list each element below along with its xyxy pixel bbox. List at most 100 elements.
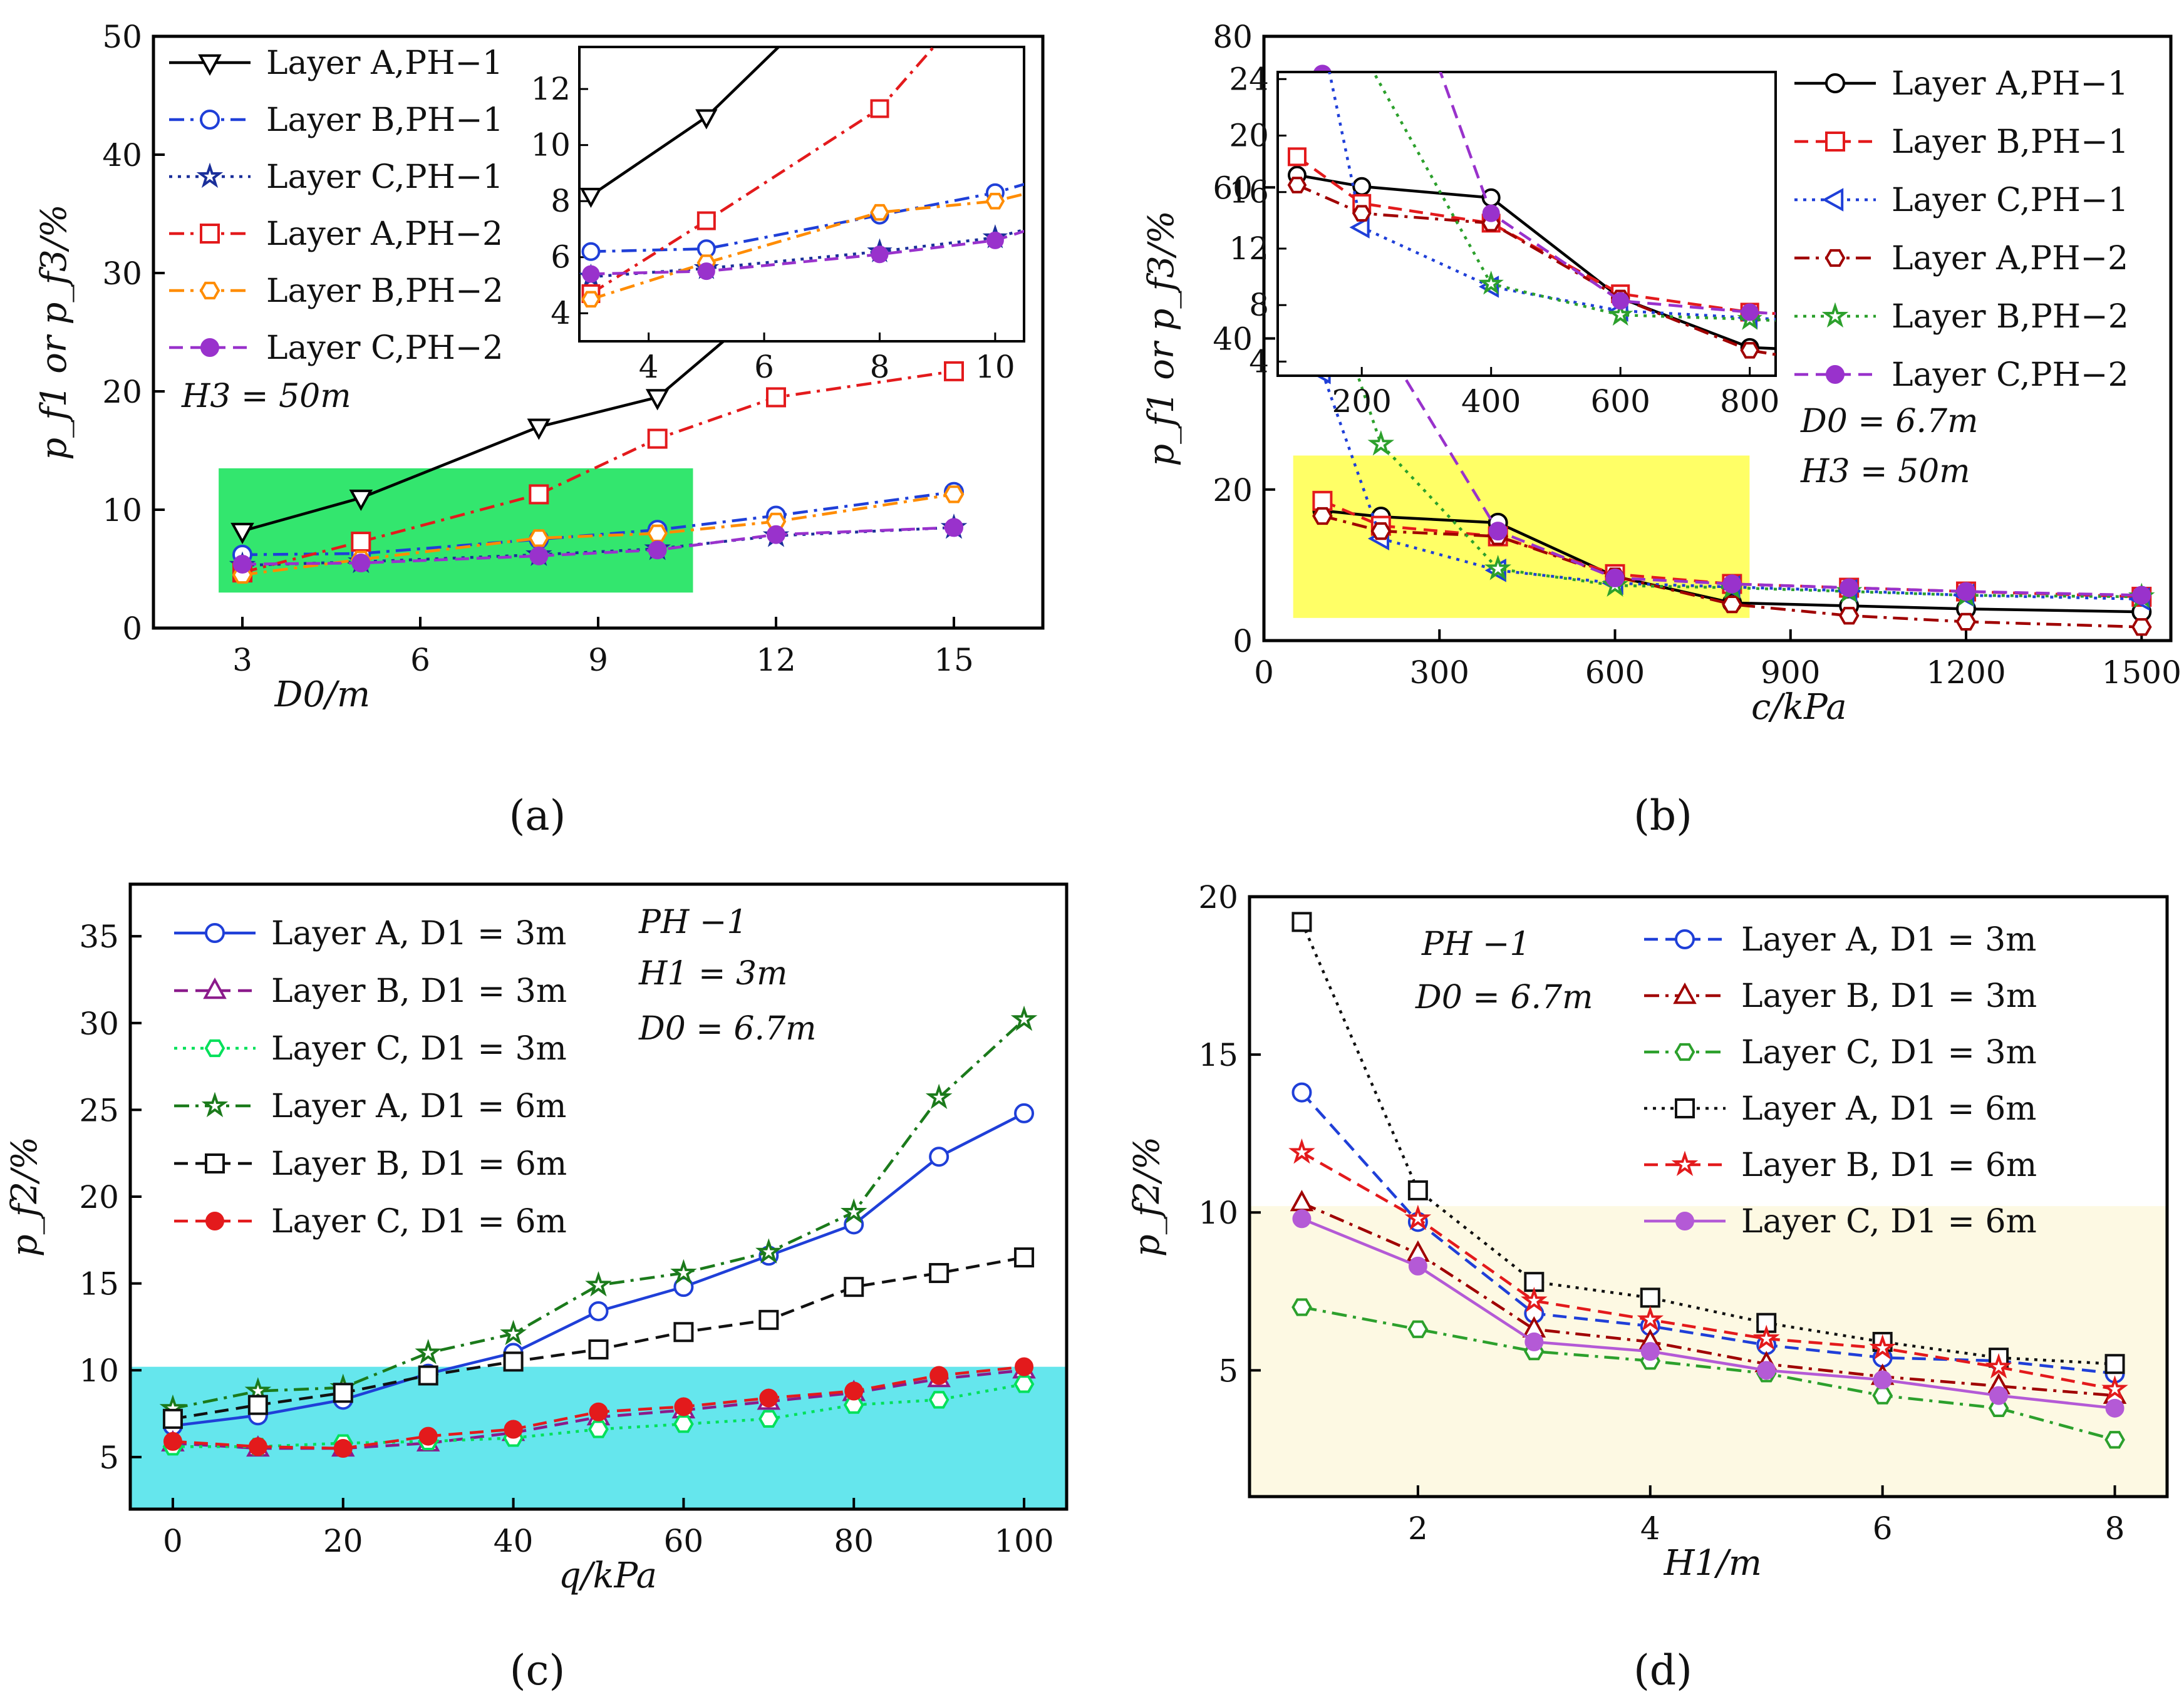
data-point [755, 1238, 782, 1264]
inset-x-tick-label: 6 [754, 349, 774, 385]
legend-marker [1822, 188, 1844, 212]
legend-label: Layer C, D1 = 3m [271, 1030, 567, 1068]
series-line [242, 369, 955, 574]
series-line [1301, 1151, 2115, 1391]
data-point [1640, 1342, 1660, 1361]
legend-label: Layer A, D1 = 3m [1741, 921, 2036, 959]
data-point [418, 1426, 438, 1446]
inset-y-tick-label: 12 [530, 71, 571, 107]
legend-item-0: Layer A,PH−1 [169, 44, 503, 82]
inset-series-line [590, 47, 781, 197]
data-point [1869, 1334, 1896, 1360]
y-tick-label: 20 [1198, 879, 1238, 915]
legend-marker [1675, 1098, 1695, 1118]
data-point [162, 1408, 183, 1429]
legend-label: Layer B, D1 = 6m [271, 1145, 567, 1183]
annotation-1: H3 = 50m [1800, 453, 1970, 490]
x-tick-label: 9 [588, 642, 608, 678]
data-point [673, 1415, 694, 1433]
series-5 [1292, 1209, 2124, 1418]
data-point [529, 529, 549, 547]
inset-y-tick-label: 4 [1249, 343, 1269, 379]
inset-data-point [1608, 301, 1633, 326]
x-tick-label: 20 [323, 1523, 363, 1559]
legend-label: Layer B,PH−2 [1892, 298, 2129, 336]
data-point [1989, 1386, 2009, 1405]
inset-data-point [1612, 292, 1630, 310]
data-point [1292, 1209, 1312, 1229]
x-tick-label: 8 [2105, 1510, 2125, 1547]
inset-series-line [591, 182, 1024, 254]
data-point [333, 1383, 353, 1403]
legend-item-3: Layer A,PH−2 [169, 215, 503, 253]
data-point [2104, 1354, 2125, 1374]
legend-label: Layer A,PH−2 [1892, 240, 2128, 277]
y-tick-label: 0 [1233, 623, 1253, 659]
data-point [589, 1402, 608, 1421]
data-point [1408, 1256, 1427, 1276]
series-line [1322, 514, 2142, 629]
inset-y-tick-label: 8 [1249, 287, 1269, 323]
data-point [1312, 507, 1333, 525]
highlight-region [219, 468, 693, 593]
legend-marker [1825, 132, 1845, 152]
data-point [1605, 568, 1625, 587]
series-3 [159, 1005, 1038, 1420]
data-point [1521, 1287, 1548, 1312]
data-point [529, 546, 549, 565]
data-point [1722, 595, 1742, 614]
y-tick-label: 60 [1213, 170, 1253, 206]
legend-marker [200, 110, 220, 130]
data-point [248, 1437, 267, 1457]
inset-data-point [695, 109, 718, 130]
data-point [929, 1366, 949, 1385]
y-tick-label: 5 [99, 1440, 119, 1476]
series-line [242, 490, 955, 557]
x-tick-label: 6 [410, 642, 430, 678]
data-point [844, 1381, 864, 1401]
legend-label: Layer B,PH−1 [266, 101, 504, 139]
y-tick-label: 35 [79, 919, 119, 955]
inset-data-point [870, 204, 889, 221]
inset-y-tick-label: 10 [530, 127, 571, 163]
inset-data-point [1352, 205, 1372, 222]
inset-series-line [590, 47, 936, 295]
data-point [766, 387, 786, 408]
legend-label: Layer C, D1 = 6m [1741, 1203, 2037, 1240]
legend-item-1: Layer B, D1 = 3m [1644, 977, 2037, 1015]
legend-item-2: Layer C,PH−1 [169, 158, 504, 196]
y-tick-label: 15 [79, 1266, 119, 1302]
x-tick-label: 12 [756, 642, 796, 678]
data-point [1840, 578, 1859, 597]
data-point [928, 1391, 950, 1409]
y-tick-label: 80 [1213, 19, 1253, 55]
data-point [929, 1147, 950, 1167]
x-tick-label: 1500 [2102, 654, 2181, 691]
x-tick-label: 600 [1585, 654, 1645, 691]
y-axis-label: p_f2/% [1127, 1137, 1167, 1257]
inset-data-point [1287, 147, 1307, 167]
data-point [588, 1420, 609, 1438]
x-tick-label: 0 [1254, 654, 1274, 691]
inset-data-point [1482, 204, 1500, 222]
data-point [333, 1438, 353, 1458]
y-tick-label: 10 [79, 1353, 119, 1389]
inset-y-tick-label: 6 [551, 239, 571, 276]
x-tick-label: 900 [1761, 654, 1820, 691]
y-tick-label: 0 [122, 611, 142, 647]
y-tick-label: 20 [1213, 472, 1253, 508]
inset-data-point [1871, 311, 1887, 327]
inset-data-point [1871, 364, 1887, 379]
legend: Layer A, D1 = 3m Layer B, D1 = 3m Layer C,… [1644, 921, 2037, 1240]
data-point [1404, 1204, 1432, 1230]
inset-data-point [1353, 41, 1370, 58]
series-5 [233, 518, 963, 574]
data-point [943, 485, 965, 503]
chart-c: 0 20 40 60 80 100 5 10 15 20 25 30 35 q/kPa p_f2/% Laye… [4, 882, 1069, 1694]
annotation-0: PH −1 [638, 904, 748, 941]
data-point [759, 1388, 779, 1408]
inset-chart: 4 6 8 10 4 6 8 10 12 [530, 46, 1025, 385]
data-point [504, 1420, 523, 1439]
data-point [674, 1397, 693, 1416]
x-tick-label: 1200 [1926, 654, 2005, 691]
